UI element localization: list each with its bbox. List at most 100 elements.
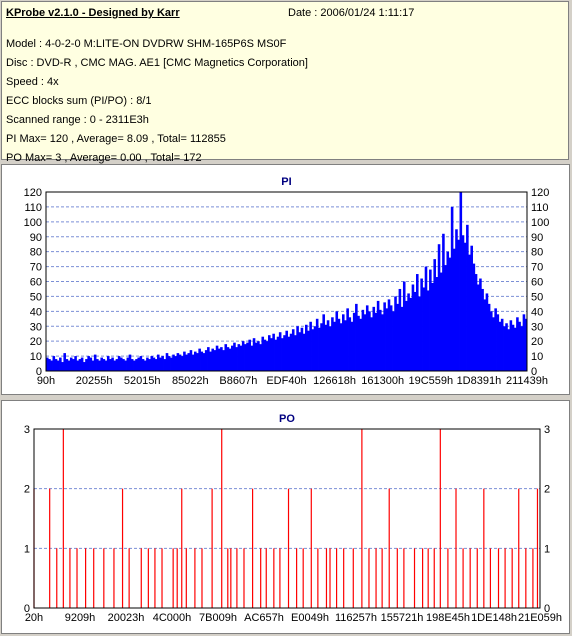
pi-bar	[481, 288, 484, 371]
pi-bar	[311, 329, 315, 371]
pi-bar	[346, 308, 349, 371]
pi-bar	[490, 311, 493, 371]
po-x-tick-label: E0049h	[291, 612, 329, 624]
pi-bar	[431, 282, 434, 371]
pi-bar	[315, 318, 319, 371]
pi-bar	[172, 354, 175, 371]
pi-bar	[204, 350, 208, 371]
pi-x-tick-label: 211439h	[506, 375, 548, 387]
info-panel: KProbe v2.1.0 - Designed by Karr Date : …	[1, 1, 569, 164]
pi-bar	[383, 302, 386, 371]
pi-bar	[163, 359, 167, 371]
pi-bar	[102, 359, 106, 371]
pi-x-tick-label: 52015h	[124, 375, 161, 387]
pi-bar	[146, 357, 149, 371]
pi-bar	[272, 333, 275, 371]
pi-bar	[453, 248, 456, 371]
po-y-tick-left: 0	[24, 603, 30, 615]
pi-bar	[437, 244, 441, 371]
pi-bar	[115, 359, 119, 371]
pi-bar	[65, 359, 69, 371]
pi-plot-frame	[45, 191, 528, 372]
pi-bar	[87, 356, 90, 371]
pi-bar	[187, 353, 191, 371]
pi-bar	[285, 330, 288, 371]
pi-bar	[274, 339, 278, 371]
pi-bar	[331, 317, 334, 371]
po-x-tick-label: 20h	[25, 612, 43, 624]
pi-bar	[196, 353, 199, 371]
pi-bar	[444, 265, 447, 371]
pi-y-tick-left: 10	[30, 351, 42, 363]
pi-bar	[59, 357, 62, 371]
pi-bar	[83, 362, 86, 371]
pi-bar	[159, 357, 162, 371]
pi-x-tick-label: B8607h	[219, 375, 257, 387]
pi-x-tick-label: 19C559h	[408, 375, 453, 387]
pi-chart: PI 0 0 10 10 20 20 30 30 40 40 50 50 60 60 70 70 80 80 90 90…	[24, 176, 550, 387]
pi-bar	[485, 293, 489, 371]
pi-bar	[302, 333, 306, 371]
pi-bar	[233, 342, 236, 371]
pi-bar	[109, 359, 112, 371]
pi-bar	[150, 356, 154, 371]
pi-bar	[344, 320, 347, 371]
pi-bar	[387, 299, 391, 371]
pi-x-tick-label: 126618h	[313, 375, 356, 387]
pi-bar	[80, 357, 84, 371]
pi-y-tick-right: 90	[531, 232, 543, 244]
pi-bar	[394, 296, 397, 371]
pi-bar	[283, 335, 286, 371]
pi-bar	[420, 278, 423, 371]
pi-bar	[398, 288, 402, 371]
pi-bar	[342, 314, 345, 371]
po-y-tick-left: 3	[24, 424, 30, 436]
pi-bar	[368, 311, 371, 371]
pi-bar	[185, 354, 188, 371]
pi-bar	[468, 254, 471, 371]
pi-bar	[507, 329, 510, 371]
pi-bar	[46, 357, 49, 371]
pi-bar	[180, 356, 184, 371]
scan-date: Date : 2006/01/24 1:11:17	[288, 7, 415, 19]
pi-bar	[133, 360, 136, 371]
pi-bar	[318, 327, 321, 371]
pi-bar	[457, 239, 460, 371]
pi-bar	[141, 359, 145, 371]
pi-bar	[211, 348, 214, 371]
pi-bar	[261, 336, 265, 371]
pi-bar	[124, 360, 127, 371]
po-x-tick-label: 7B009h	[199, 612, 237, 624]
pi-bar	[281, 338, 284, 371]
pi-x-tick-label: 20255h	[76, 375, 113, 387]
pi-bar	[200, 351, 204, 371]
model-line: Model : 4-0-2-0 M:LITE-ON DVDRW SHM-165P…	[6, 38, 287, 50]
po-x-tick-label: 198E45h	[426, 612, 470, 624]
pi-bar	[424, 266, 428, 371]
pi-bar	[111, 357, 114, 371]
pi-bar	[381, 314, 384, 371]
po-y-tick-right: 3	[544, 424, 550, 436]
pi-bar	[241, 341, 245, 371]
pi-bar	[396, 303, 399, 371]
pi-bar	[122, 359, 125, 371]
pi-bar	[405, 300, 408, 371]
pi-bar	[385, 308, 389, 371]
pi-bar	[426, 290, 430, 371]
pi-bar	[259, 344, 262, 371]
pi-bar	[411, 284, 415, 371]
pi-bar	[246, 342, 249, 371]
pi-y-tick-right: 50	[531, 291, 543, 303]
pi-bar	[298, 332, 302, 371]
pi-bar	[189, 350, 193, 371]
pi-bar	[157, 354, 160, 371]
pi-bar	[520, 326, 524, 371]
pi-bar	[352, 312, 356, 371]
pi-bar	[106, 356, 110, 371]
pi-bar	[389, 305, 393, 371]
pi-y-tick-left: 80	[30, 247, 42, 259]
pi-bar	[270, 338, 273, 371]
pi-bar	[207, 347, 210, 371]
pi-bar	[291, 329, 295, 371]
pi-bar	[72, 359, 75, 371]
